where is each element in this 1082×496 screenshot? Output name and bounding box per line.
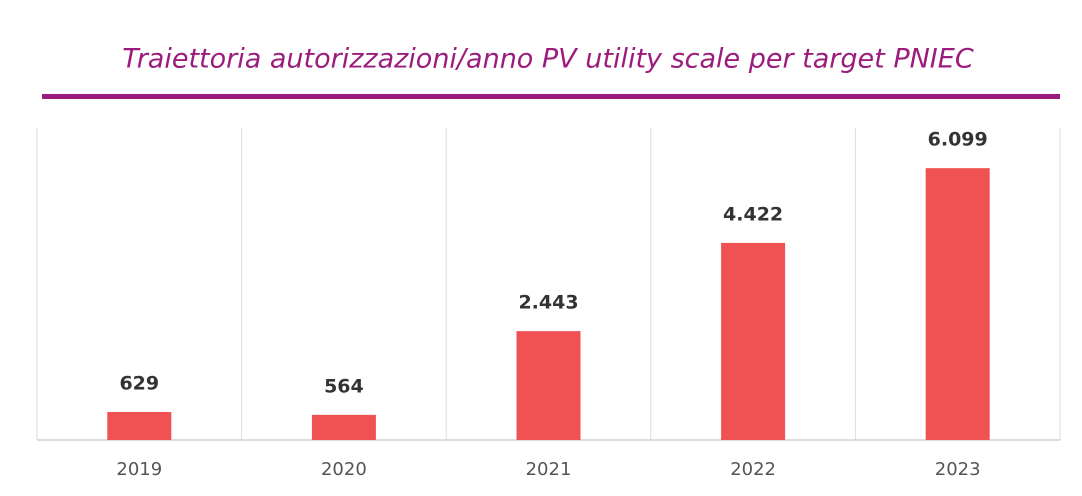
x-tick-label: 2022 — [730, 459, 776, 480]
bar — [721, 242, 786, 440]
bar — [311, 414, 376, 440]
value-label: 629 — [119, 372, 159, 394]
bar — [925, 168, 990, 440]
title-rule — [42, 94, 1060, 99]
x-tick-label: 2023 — [935, 459, 981, 480]
value-label: 564 — [324, 375, 364, 397]
x-tick-label: 2020 — [321, 459, 367, 480]
value-label: 2.443 — [518, 292, 578, 314]
x-tick-label: 2019 — [116, 459, 162, 480]
chart-title: Traiettoria autorizzazioni/anno PV utili… — [122, 44, 974, 75]
bar — [516, 331, 581, 440]
value-label: 4.422 — [723, 203, 783, 225]
x-tick-label: 2021 — [526, 459, 572, 480]
value-label: 6.099 — [928, 129, 988, 151]
bar — [107, 411, 172, 440]
